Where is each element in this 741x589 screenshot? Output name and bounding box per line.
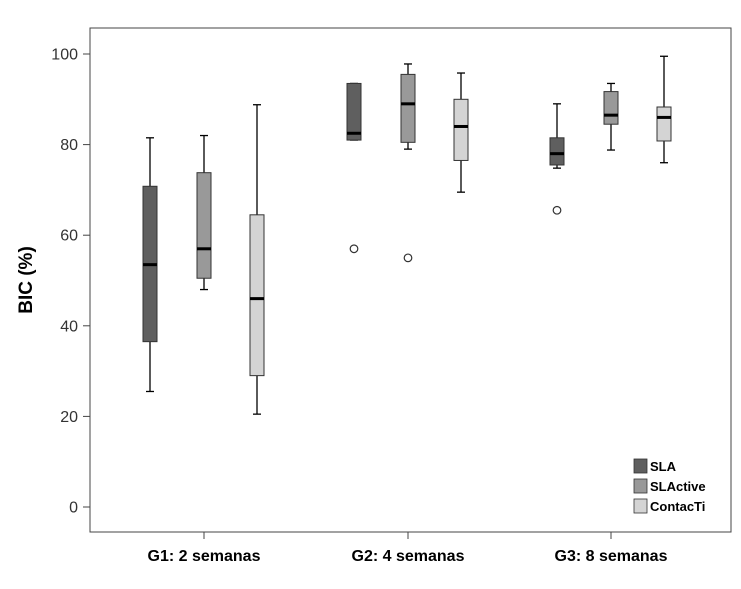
y-tick-label: 0 — [69, 500, 78, 517]
y-tick-label: 60 — [60, 228, 78, 245]
category-label: G3: 8 semanas — [555, 548, 668, 565]
box-series — [142, 55, 672, 415]
box-iqr — [196, 172, 212, 279]
outlier-point — [403, 253, 413, 263]
box-iqr — [549, 137, 565, 166]
y-axis-ticks: 0 20 40 60 80 100 — [51, 47, 90, 517]
x-axis-ticks: G1: 2 semanas G2: 4 semanas G3: 8 semanas — [148, 532, 668, 565]
box-iqr — [603, 91, 619, 125]
legend-label-slactive: SLActive — [650, 479, 706, 494]
y-tick-label: 100 — [51, 47, 78, 64]
box-iqr — [400, 73, 416, 143]
box-slactive-2 — [400, 63, 416, 263]
legend-label-sla: SLA — [650, 459, 677, 474]
legend-swatch-slactive — [633, 478, 648, 494]
y-tick-label: 40 — [60, 318, 78, 335]
box-sla-2 — [346, 82, 362, 254]
y-tick-label: 80 — [60, 137, 78, 154]
box-contacti-1 — [249, 104, 265, 415]
legend: SLA SLActive ContacTi — [633, 458, 706, 514]
box-sla-3 — [549, 103, 565, 215]
box-iqr — [656, 106, 672, 142]
box-slactive-1 — [196, 134, 212, 291]
box-slactive-3 — [603, 82, 619, 151]
box-sla-1 — [142, 137, 158, 393]
y-axis-title: BIC (%) — [16, 246, 37, 314]
box-iqr — [346, 82, 362, 141]
box-contacti-2 — [453, 72, 469, 193]
category-label: G1: 2 semanas — [148, 548, 261, 565]
outlier-point — [349, 244, 359, 254]
legend-label-contacti: ContacTi — [650, 499, 705, 514]
box-iqr — [453, 98, 469, 161]
box-iqr — [249, 214, 265, 377]
legend-swatch-sla — [633, 458, 648, 474]
legend-swatch-contacti — [633, 498, 648, 514]
outlier-point — [552, 205, 562, 215]
y-tick-label: 20 — [60, 409, 78, 426]
box-contacti-3 — [656, 55, 672, 164]
category-label: G2: 4 semanas — [352, 548, 465, 565]
